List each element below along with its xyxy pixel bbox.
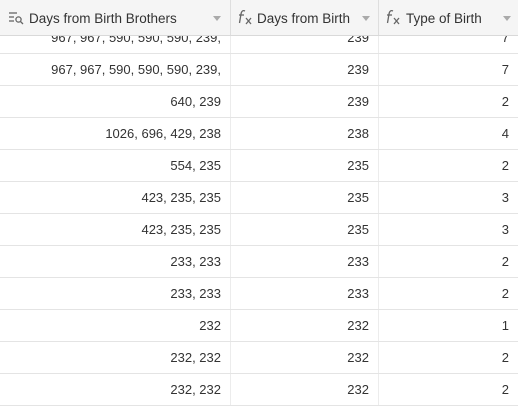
table-row[interactable]: 423, 235, 235 235 3 (0, 182, 518, 214)
table-cell[interactable]: 2 (501, 350, 509, 365)
table-cell[interactable]: 2 (501, 286, 509, 301)
table-header: Days from Birth Brothers Days from Birth… (0, 0, 518, 36)
table-cell[interactable]: 232 (231, 342, 379, 373)
table-body: 967, 967, 590, 590, 590, 239, 239 7 967, 96… (0, 36, 518, 411)
dropdown-caret[interactable] (503, 16, 511, 21)
column-header[interactable]: Type of Birth (379, 0, 518, 35)
table-cell[interactable]: 640, 239 (0, 86, 231, 117)
dropdown-caret[interactable] (213, 16, 221, 21)
formula-icon (386, 9, 400, 25)
table-cell[interactable]: 2 (501, 94, 509, 109)
column-header[interactable]: Days from Birth Brothers (0, 0, 231, 35)
table-cell[interactable]: 3 (501, 190, 509, 205)
table-cell[interactable]: 3 (501, 222, 509, 237)
column-title: Days from Birth Brothers (29, 11, 177, 26)
table-row[interactable]: 233, 233 233 2 (0, 278, 518, 310)
table-cell[interactable]: 232 (231, 310, 379, 341)
table-row[interactable]: 967, 967, 590, 590, 590, 239, 239 7 (0, 54, 518, 86)
table-cell[interactable]: 233, 233 (0, 278, 231, 309)
table-cell[interactable]: 238 (231, 118, 379, 149)
table-cell[interactable]: 232 (0, 310, 231, 341)
table-cell[interactable]: 232, 232 (0, 374, 231, 405)
table-cell[interactable]: 239 (231, 54, 379, 85)
table-cell[interactable]: 235 (231, 214, 379, 245)
table-row[interactable]: 423, 235, 235 235 3 (0, 214, 518, 246)
table-cell[interactable]: 2 (501, 382, 509, 397)
column-title: Days from Birth (257, 11, 351, 26)
table-cell[interactable]: 7 (501, 62, 509, 77)
table-row[interactable]: 967, 967, 590, 590, 590, 239, 239 7 (0, 36, 518, 54)
table-cell[interactable]: 232, 232 (0, 342, 231, 373)
table-cell[interactable]: 235 (231, 182, 379, 213)
table-cell[interactable]: 2 (501, 158, 509, 173)
table-cell[interactable]: 233 (231, 246, 379, 277)
column-header[interactable]: Days from Birth (231, 0, 379, 35)
table-cell[interactable]: 967, 967, 590, 590, 590, 239, (0, 54, 231, 85)
table-cell[interactable]: 239 (231, 86, 379, 117)
table-cell[interactable]: 233 (231, 278, 379, 309)
table-cell[interactable]: 232 (231, 374, 379, 405)
dropdown-caret[interactable] (362, 16, 370, 21)
table-cell[interactable]: 2 (501, 254, 509, 269)
table-row[interactable]: 1026, 696, 429, 238 238 4 (0, 118, 518, 150)
table-row[interactable]: 232, 232 232 2 (0, 342, 518, 374)
table-cell[interactable]: 1 (501, 318, 509, 333)
table-cell[interactable]: 554, 235 (0, 150, 231, 181)
table-cell[interactable]: 235 (231, 150, 379, 181)
table-cell[interactable]: 423, 235, 235 (0, 214, 231, 245)
table-row[interactable]: 554, 235 235 2 (0, 150, 518, 182)
column-title: Type of Birth (406, 11, 482, 26)
table-cell[interactable]: 1026, 696, 429, 238 (0, 118, 231, 149)
table-cell[interactable]: 967, 967, 590, 590, 590, 239, (0, 36, 231, 53)
lookup-icon (9, 12, 24, 25)
formula-icon (238, 9, 252, 25)
table-row[interactable]: 640, 239 239 2 (0, 86, 518, 118)
table-cell[interactable]: 239 (231, 36, 379, 53)
table-cell[interactable]: 233, 233 (0, 246, 231, 277)
table-cell[interactable]: 423, 235, 235 (0, 182, 231, 213)
table-cell[interactable]: 7 (501, 36, 509, 45)
table-row[interactable]: 232 232 1 (0, 310, 518, 342)
table-row[interactable]: 233, 233 233 2 (0, 246, 518, 278)
table-row[interactable]: 232, 232 232 2 (0, 374, 518, 406)
table-cell[interactable]: 4 (501, 126, 509, 141)
